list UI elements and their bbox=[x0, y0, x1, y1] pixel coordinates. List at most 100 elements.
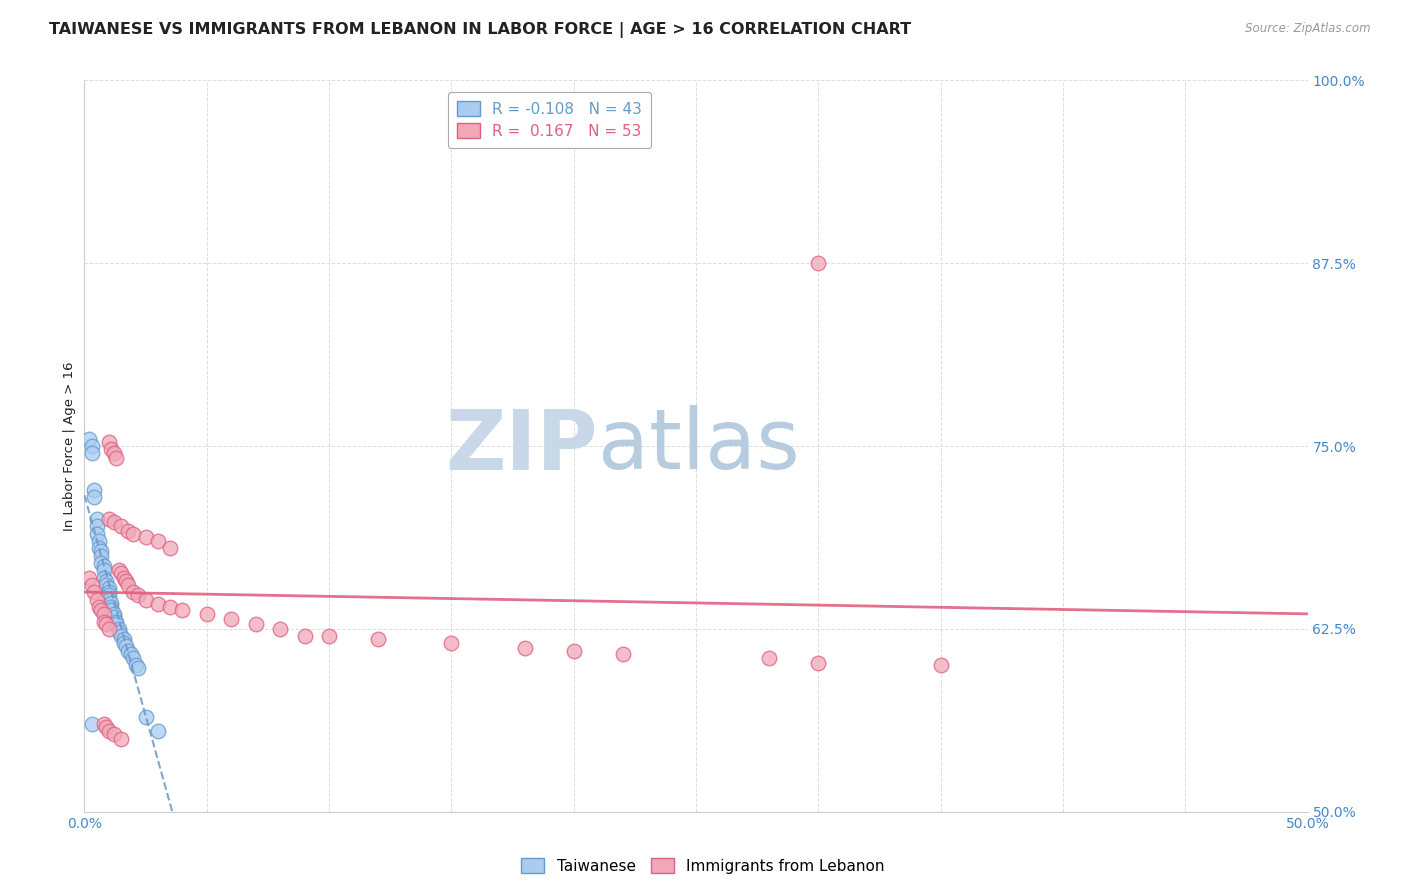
Point bbox=[135, 709, 157, 723]
Point bbox=[107, 563, 129, 577]
Point bbox=[146, 724, 169, 739]
Point bbox=[135, 530, 157, 544]
Point bbox=[87, 599, 110, 614]
Point bbox=[146, 597, 169, 611]
Point bbox=[117, 524, 139, 538]
Point bbox=[97, 585, 120, 599]
Point bbox=[110, 566, 132, 581]
Point bbox=[93, 615, 115, 629]
Point bbox=[929, 658, 952, 673]
Point bbox=[103, 610, 125, 624]
Point bbox=[97, 592, 120, 607]
Point bbox=[90, 556, 112, 570]
Point bbox=[105, 450, 128, 465]
Point bbox=[86, 519, 108, 533]
Point bbox=[96, 574, 118, 588]
Point bbox=[87, 541, 110, 556]
Point bbox=[93, 607, 115, 622]
Point bbox=[117, 578, 139, 592]
Legend: Taiwanese, Immigrants from Lebanon: Taiwanese, Immigrants from Lebanon bbox=[516, 852, 890, 880]
Point bbox=[77, 432, 100, 446]
Point bbox=[367, 632, 389, 646]
Point bbox=[86, 592, 108, 607]
Point bbox=[807, 656, 830, 670]
Point bbox=[117, 644, 139, 658]
Text: atlas: atlas bbox=[598, 406, 800, 486]
Point bbox=[86, 512, 108, 526]
Point bbox=[127, 661, 149, 675]
Point bbox=[115, 640, 138, 654]
Point bbox=[105, 615, 128, 629]
Point bbox=[80, 578, 103, 592]
Text: ZIP: ZIP bbox=[446, 406, 598, 486]
Point bbox=[110, 731, 132, 746]
Point bbox=[269, 622, 291, 636]
Point bbox=[105, 617, 128, 632]
Point bbox=[159, 541, 181, 556]
Point bbox=[86, 526, 108, 541]
Point bbox=[440, 636, 463, 650]
Point bbox=[97, 512, 120, 526]
Point bbox=[100, 599, 122, 614]
Point bbox=[97, 724, 120, 739]
Point bbox=[245, 617, 267, 632]
Point bbox=[112, 571, 135, 585]
Point bbox=[122, 585, 145, 599]
Point bbox=[135, 592, 157, 607]
Point bbox=[107, 624, 129, 639]
Point bbox=[103, 446, 125, 460]
Point bbox=[96, 578, 118, 592]
Point bbox=[103, 727, 125, 741]
Point bbox=[195, 607, 218, 622]
Point bbox=[97, 581, 120, 595]
Point bbox=[103, 607, 125, 622]
Point bbox=[80, 446, 103, 460]
Point bbox=[83, 483, 105, 497]
Point bbox=[80, 439, 103, 453]
Point bbox=[115, 574, 138, 588]
Point bbox=[90, 603, 112, 617]
Point bbox=[318, 629, 340, 643]
Point bbox=[77, 571, 100, 585]
Point bbox=[93, 717, 115, 731]
Point bbox=[100, 442, 122, 456]
Point bbox=[807, 256, 830, 270]
Text: TAIWANESE VS IMMIGRANTS FROM LEBANON IN LABOR FORCE | AGE > 16 CORRELATION CHART: TAIWANESE VS IMMIGRANTS FROM LEBANON IN … bbox=[49, 22, 911, 38]
Point bbox=[758, 651, 780, 665]
Point bbox=[93, 563, 115, 577]
Point bbox=[100, 603, 122, 617]
Point bbox=[97, 588, 120, 602]
Point bbox=[122, 651, 145, 665]
Point bbox=[87, 534, 110, 549]
Point bbox=[97, 434, 120, 449]
Point bbox=[83, 585, 105, 599]
Text: Source: ZipAtlas.com: Source: ZipAtlas.com bbox=[1246, 22, 1371, 36]
Point bbox=[172, 603, 194, 617]
Point bbox=[562, 644, 585, 658]
Point bbox=[612, 647, 634, 661]
Point bbox=[127, 588, 149, 602]
Point bbox=[83, 490, 105, 504]
Point bbox=[219, 612, 242, 626]
Point bbox=[107, 622, 129, 636]
Point bbox=[159, 599, 181, 614]
Legend: R = -0.108   N = 43, R =  0.167   N = 53: R = -0.108 N = 43, R = 0.167 N = 53 bbox=[447, 92, 651, 148]
Point bbox=[93, 558, 115, 573]
Point bbox=[112, 636, 135, 650]
Point bbox=[103, 515, 125, 529]
Point bbox=[100, 595, 122, 609]
Point bbox=[513, 640, 536, 655]
Point bbox=[90, 549, 112, 563]
Point bbox=[96, 720, 118, 734]
Point bbox=[125, 658, 148, 673]
Y-axis label: In Labor Force | Age > 16: In Labor Force | Age > 16 bbox=[63, 361, 76, 531]
Point bbox=[294, 629, 316, 643]
Point bbox=[80, 717, 103, 731]
Point bbox=[90, 544, 112, 558]
Point bbox=[146, 534, 169, 549]
Point bbox=[122, 526, 145, 541]
Point bbox=[112, 632, 135, 646]
Point bbox=[93, 571, 115, 585]
Point bbox=[110, 629, 132, 643]
Point bbox=[97, 622, 120, 636]
